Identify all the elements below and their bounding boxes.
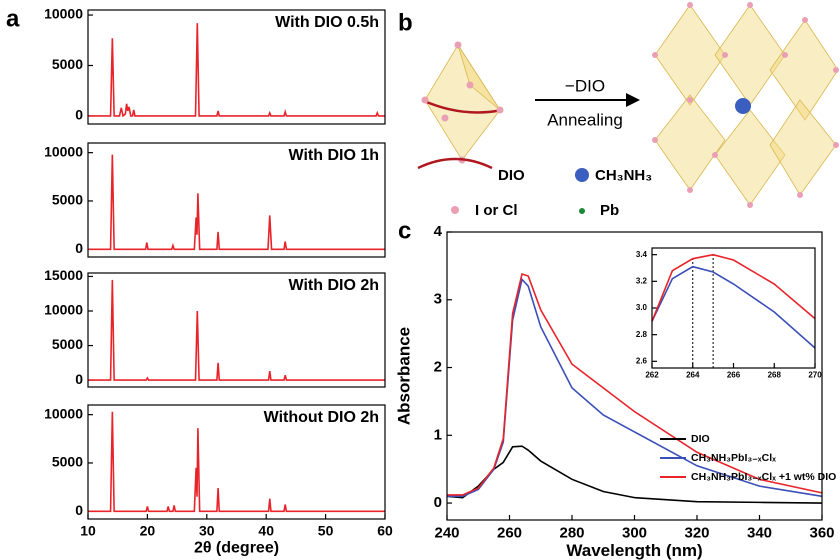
series-line (88, 23, 385, 118)
series-line (88, 411, 385, 513)
y-tick-label: 3.4 (636, 250, 648, 259)
plot-frame (87, 404, 386, 520)
chart-title: With DIO 2h (288, 277, 379, 294)
x-tick-label: 340 (747, 524, 772, 541)
y-tick-label: 0 (75, 371, 83, 387)
legend-label: CH₃NH₃PbI₃₋ₓClₓ (691, 452, 776, 464)
y-tick-label: 3.0 (636, 303, 648, 312)
panel-label: b (398, 9, 413, 36)
legend-label: DIO (691, 433, 710, 445)
y-tick-label: 1 (434, 426, 442, 443)
series-line (447, 277, 823, 498)
series-line (88, 154, 385, 251)
plot-frame (446, 231, 823, 521)
y-tick-label: 3 (434, 291, 442, 308)
y-tick-label: 10000 (44, 143, 83, 159)
dio-chain (421, 98, 503, 114)
y-tick-label: 5000 (52, 192, 83, 208)
x-tick-label: 30 (199, 522, 215, 538)
x-tick-label: 20 (140, 522, 156, 538)
plot-frame (87, 9, 386, 125)
y-tick-label: 0 (75, 107, 83, 123)
y-tick-label: 0 (75, 240, 83, 256)
legend-label: CH₃NH₃PbI₃₋ₓClₓ +1 wt% DIO (691, 471, 836, 483)
x-tick-label: 300 (622, 524, 647, 541)
x-tick-label: 40 (258, 522, 274, 538)
x-tick-label: 50 (318, 522, 334, 538)
y-tick-label: 10000 (44, 302, 83, 318)
plot-frame (87, 272, 386, 388)
x-tick-label: 60 (377, 522, 393, 538)
octahedron-face (457, 44, 501, 111)
y-tick-label: 0 (434, 494, 442, 511)
x-tick-label: 320 (684, 524, 709, 541)
diagram-legend-label: Pb (600, 202, 619, 219)
legend-pb-icon (579, 208, 585, 214)
y-tick-label: 2.6 (636, 356, 648, 365)
y-tick-label: 3.2 (636, 276, 648, 285)
y-axis-label: Absorbance (394, 327, 413, 425)
x-axis-label: Wavelength (nm) (566, 541, 702, 560)
plot-frame (87, 142, 386, 258)
x-tick-label: 262 (645, 370, 659, 379)
diagram-legend-label: CH₃NH₃ (595, 167, 652, 184)
y-tick-label: 5000 (52, 336, 83, 352)
diagram-legend-label: DIO (498, 167, 525, 184)
y-tick-label: 0 (75, 502, 83, 518)
x-tick-label: 270 (808, 370, 822, 379)
halide-atoms (421, 41, 504, 164)
legend-dio-icon (417, 157, 493, 170)
x-axis-label: 2θ (degree) (194, 540, 279, 557)
panel-label: a (6, 5, 20, 32)
inset-background (652, 248, 815, 368)
x-tick-label: 280 (559, 524, 584, 541)
x-tick-label: 264 (686, 370, 700, 379)
y-tick-label: 10000 (44, 405, 83, 421)
series-line (651, 253, 816, 322)
x-tick-label: 268 (768, 370, 782, 379)
y-tick-label: 2 (434, 358, 442, 375)
legend-halide-icon (451, 206, 459, 214)
octahedron (424, 44, 501, 161)
x-tick-label: 260 (497, 524, 522, 541)
x-tick-label: 360 (809, 524, 834, 541)
arrow-label: −DIO (565, 76, 605, 95)
y-tick-label: 4 (434, 223, 443, 240)
series-line (88, 279, 385, 381)
chart-title: With DIO 0.5h (275, 14, 379, 31)
y-tick-label: 5000 (52, 56, 83, 72)
x-tick-label: 240 (434, 524, 459, 541)
perovskite-lattice (652, 2, 839, 208)
arrow-head (626, 93, 640, 107)
y-tick-label: 15000 (44, 267, 83, 283)
chart-title: Without DIO 2h (264, 409, 379, 426)
y-tick-label: 10000 (44, 6, 83, 22)
x-tick-label: 266 (727, 370, 741, 379)
x-tick-label: 10 (80, 522, 96, 538)
y-tick-label: 5000 (52, 454, 83, 470)
chart-title: With DIO 1h (288, 147, 379, 164)
legend-ma-icon (575, 168, 589, 182)
arrow-label: Annealing (547, 110, 623, 129)
panel-label: c (398, 217, 411, 244)
diagram: −DIO Annealing DIO CH₃NH₃ I or Cl Pb (417, 2, 839, 219)
y-tick-label: 2.8 (636, 330, 648, 339)
series-line (651, 265, 816, 349)
diagram-legend-label: I or Cl (475, 202, 518, 219)
plot-frame (651, 247, 816, 369)
